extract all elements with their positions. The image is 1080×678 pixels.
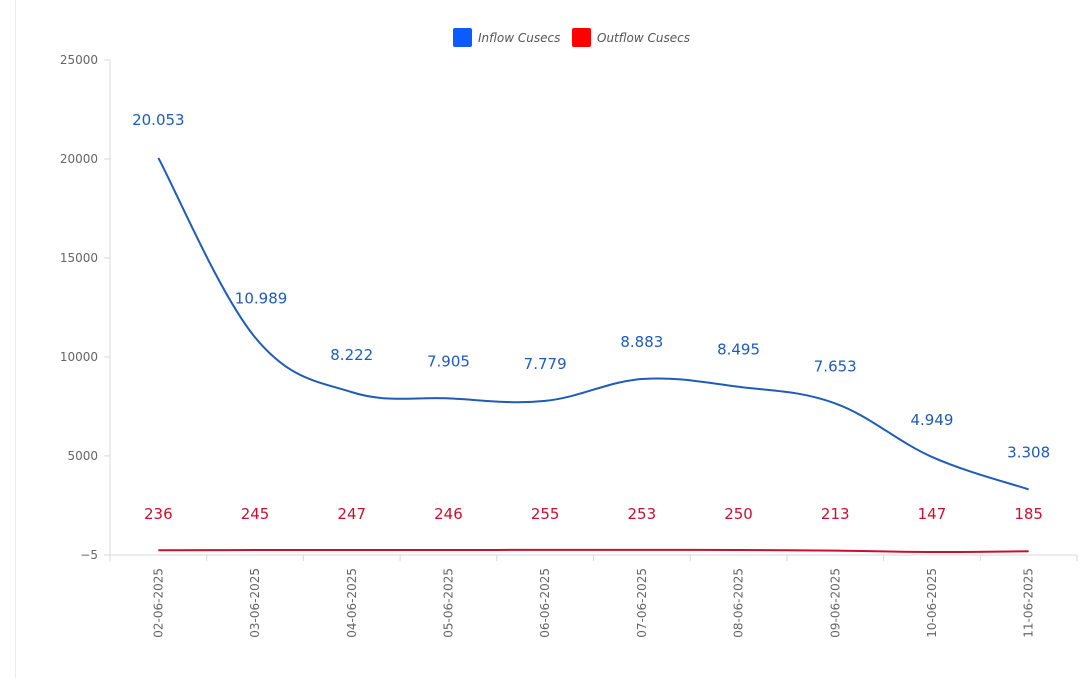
inflow-data-label: 3.308: [1007, 443, 1050, 461]
x-tick-label: 05-06-2025: [441, 568, 455, 638]
x-tick-label: 09-06-2025: [828, 568, 842, 638]
x-tick-label: 03-06-2025: [248, 568, 262, 638]
outflow-data-label: 185: [1014, 505, 1043, 523]
inflow-data-label: 20.053: [132, 111, 185, 129]
inflow-data-label: 10.989: [235, 289, 288, 307]
outflow-data-label: 236: [144, 505, 173, 523]
inflow-data-label: 8.883: [620, 333, 663, 351]
outflow-data-label: 250: [724, 505, 753, 523]
data-labels: 20.053 10.989 8.222 7.905 7.779 8.883 8.495 7.6…: [132, 111, 1050, 523]
y-tick-label: 20000: [60, 152, 98, 166]
inflow-data-label: 4.949: [910, 411, 953, 429]
inflow-data-label: 7.779: [524, 355, 567, 373]
inflow-data-label: 7.653: [814, 357, 857, 375]
x-tick-label: 11-06-2025: [1022, 568, 1036, 638]
legend-label: Outflow Cusecs: [597, 31, 690, 45]
y-tick-label: 25000: [60, 53, 98, 67]
x-tick-label: 06-06-2025: [538, 568, 552, 638]
inflow-data-label: 8.222: [330, 346, 373, 364]
series-lines: [157, 157, 1029, 553]
inflow-line: [157, 157, 1029, 491]
legend: Inflow Cusecs Outflow Cusecs: [453, 28, 690, 47]
outflow-data-label: 245: [241, 505, 270, 523]
y-tick-label: 15000: [60, 251, 98, 265]
inflow-data-label: 7.905: [427, 352, 470, 370]
x-tick-label: 04-06-2025: [345, 568, 359, 638]
y-tick-label: 5000: [67, 449, 98, 463]
outflow-data-label: 247: [337, 505, 366, 523]
x-axis-ticks: 02-06-2025 03-06-2025 04-06-2025 05-06-2025…: [109, 555, 1078, 638]
inflow-data-label: 8.495: [717, 341, 760, 359]
legend-swatch: [572, 28, 591, 47]
outflow-data-label: 246: [434, 505, 463, 523]
legend-label: Inflow Cusecs: [478, 31, 560, 45]
y-axis-ticks: 25000 20000 15000 10000 5000 −5: [60, 53, 110, 562]
y-tick-label: −5: [80, 548, 98, 562]
legend-swatch: [453, 28, 472, 47]
outflow-data-label: 213: [821, 505, 850, 523]
x-tick-label: 08-06-2025: [732, 568, 746, 638]
x-tick-label: 07-06-2025: [635, 568, 649, 638]
y-tick-label: 10000: [60, 350, 98, 364]
outflow-data-label: 147: [918, 505, 947, 523]
x-tick-label: 10-06-2025: [925, 568, 939, 638]
x-tick-label: 02-06-2025: [151, 568, 165, 638]
outflow-data-label: 253: [628, 505, 657, 523]
left-border: [15, 0, 16, 678]
axes: [109, 60, 1077, 556]
outflow-line: [158, 548, 1029, 553]
outflow-data-label: 255: [531, 505, 560, 523]
